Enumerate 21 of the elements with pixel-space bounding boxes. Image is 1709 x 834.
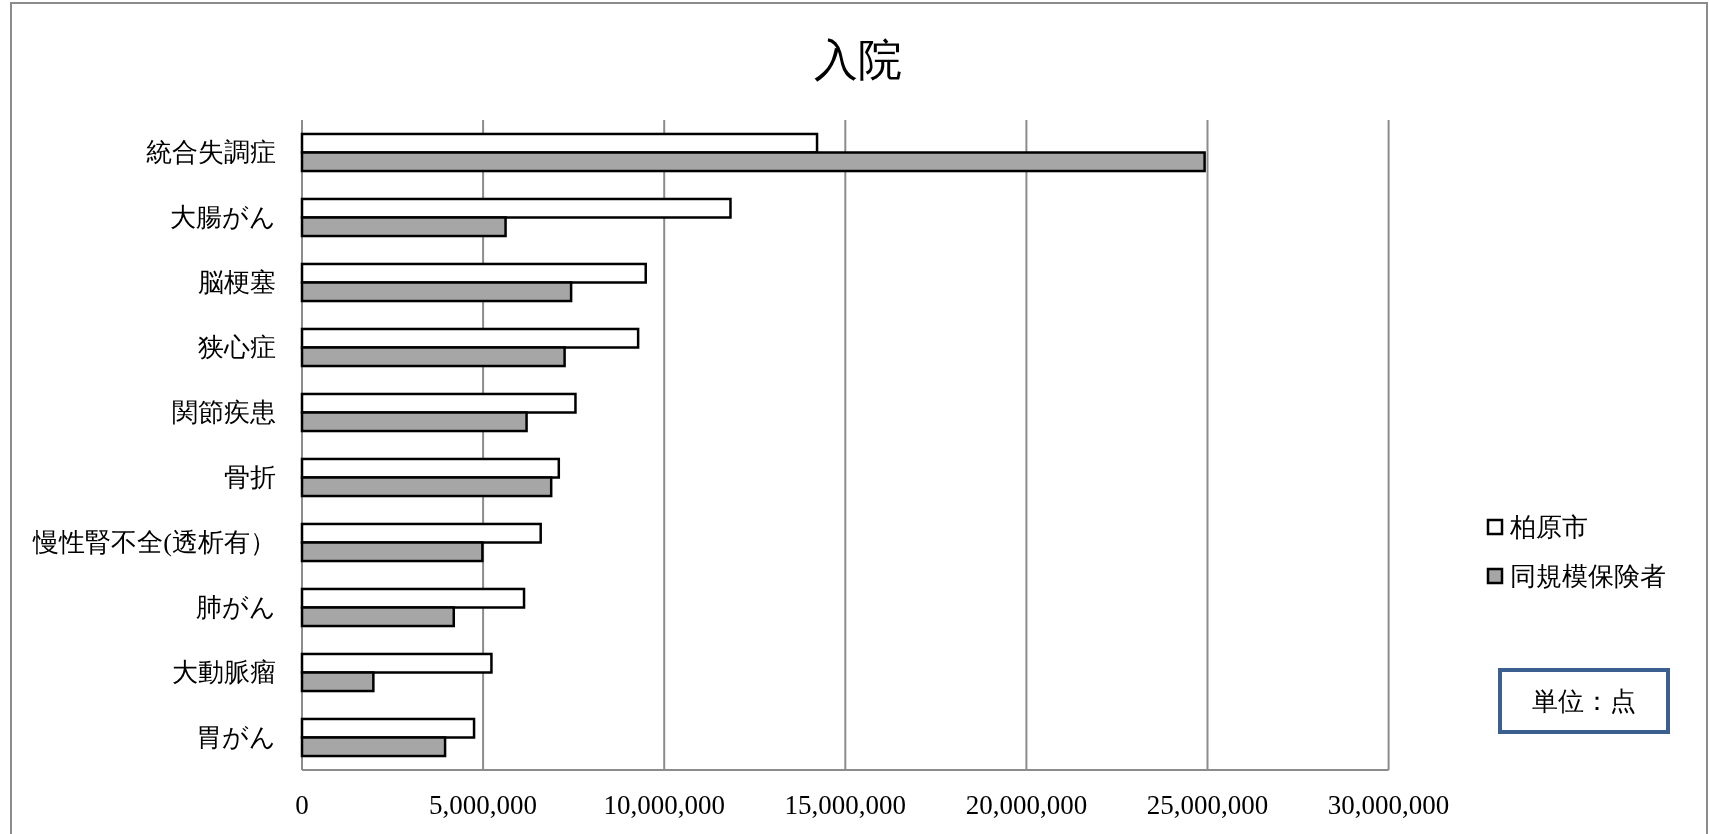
y-tick-label: 関節疾患 [172,398,276,427]
x-tick-label: 25,000,000 [1146,790,1269,820]
x-tick-label: 20,000,000 [965,790,1088,820]
y-tick-label: 慢性腎不全(透析有） [32,528,276,557]
x-tick-label: 0 [295,790,309,820]
legend-label: 同規模保険者 [1510,561,1666,591]
y-tick-label: 統合失調症 [146,138,276,167]
legend-label: 柏原市 [1509,512,1588,542]
y-tick-label: 大腸がん [170,203,276,232]
x-tick-label: 10,000,000 [603,790,725,820]
x-tick-label: 30,000,000 [1327,790,1450,820]
y-tick-label: 脳梗塞 [198,268,276,297]
y-tick-label: 大動脈瘤 [172,658,276,687]
x-tick-label: 5,000,000 [429,790,538,820]
y-tick-label: 肺がん [196,593,276,622]
chart-title: 入院 [814,35,902,84]
y-tick-label: 骨折 [224,463,276,492]
y-tick-label: 胃がん [196,723,276,752]
x-tick-label: 15,000,000 [784,790,907,820]
text: 単位：点 [1532,686,1636,716]
y-tick-label: 狭心症 [198,333,276,362]
